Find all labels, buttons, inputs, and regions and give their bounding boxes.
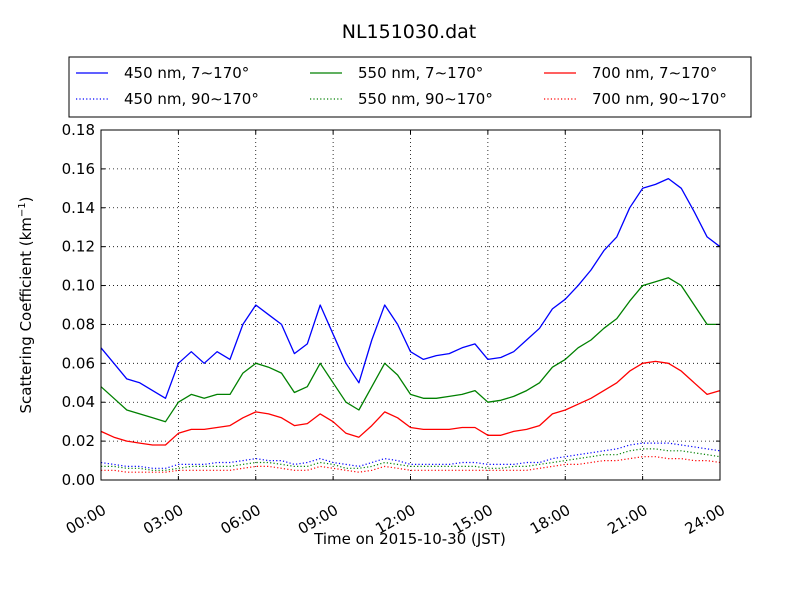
series-line	[100, 360, 721, 446]
y-tick-label: 0.10	[62, 277, 95, 295]
y-tick-label: 0.04	[62, 393, 95, 411]
legend-label: 550 nm, 7∼170°	[358, 64, 483, 82]
series-line	[101, 448, 721, 471]
y-tick-label: 0.02	[62, 432, 95, 450]
y-axis-label-exponent: −1	[17, 202, 28, 217]
x-tick-label: 18:00	[527, 501, 573, 538]
x-tick-label: 21:00	[604, 501, 650, 538]
x-axis-label: Time on 2015-10-30 (JST)	[313, 530, 506, 548]
legend-label: 700 nm, 90∼170°	[592, 90, 727, 108]
y-tick-label: 0.08	[62, 315, 95, 333]
plot-frame	[101, 130, 720, 480]
legend-label: 450 nm, 7∼170°	[124, 64, 249, 82]
series-layer	[100, 177, 721, 473]
series-line	[100, 177, 721, 399]
y-tick-label: 0.16	[62, 160, 95, 178]
legend-label: 450 nm, 90∼170°	[124, 90, 259, 108]
x-tick-label: 00:00	[63, 501, 109, 538]
legend: 450 nm, 7∼170° 550 nm, 7∼170° 700 nm, 7∼17…	[68, 56, 752, 118]
y-tick-label: 0.14	[62, 199, 95, 217]
y-tick-labels: 0.00 0.02 0.04 0.06 0.08 0.10 0.12 0.14 0.16 0.18	[62, 121, 95, 489]
series-line	[100, 277, 720, 423]
x-tick-label: 03:00	[140, 501, 186, 538]
legend-label: 700 nm, 7∼170°	[592, 64, 717, 82]
chart-title: NL151030.dat	[342, 21, 477, 43]
plot-area	[100, 129, 721, 481]
y-axis-label-main: Scattering Coefficient (km	[17, 217, 35, 413]
legend-box	[68, 56, 752, 118]
y-tick-label: 0.12	[62, 238, 95, 256]
x-tick-label: 24:00	[682, 501, 728, 538]
y-tick-label: 0.18	[62, 121, 95, 139]
x-tick-label: 06:00	[217, 501, 263, 538]
y-axis-label-close: )	[17, 196, 35, 202]
y-tick-label: 0.00	[62, 471, 95, 489]
legend-entries: 450 nm, 7∼170° 550 nm, 7∼170° 700 nm, 7∼17…	[76, 64, 727, 108]
y-tick-label: 0.06	[62, 354, 95, 372]
ticks	[100, 129, 721, 481]
y-axis-label: Scattering Coefficient (km−1)	[17, 196, 35, 413]
legend-label: 550 nm, 90∼170°	[358, 90, 493, 108]
